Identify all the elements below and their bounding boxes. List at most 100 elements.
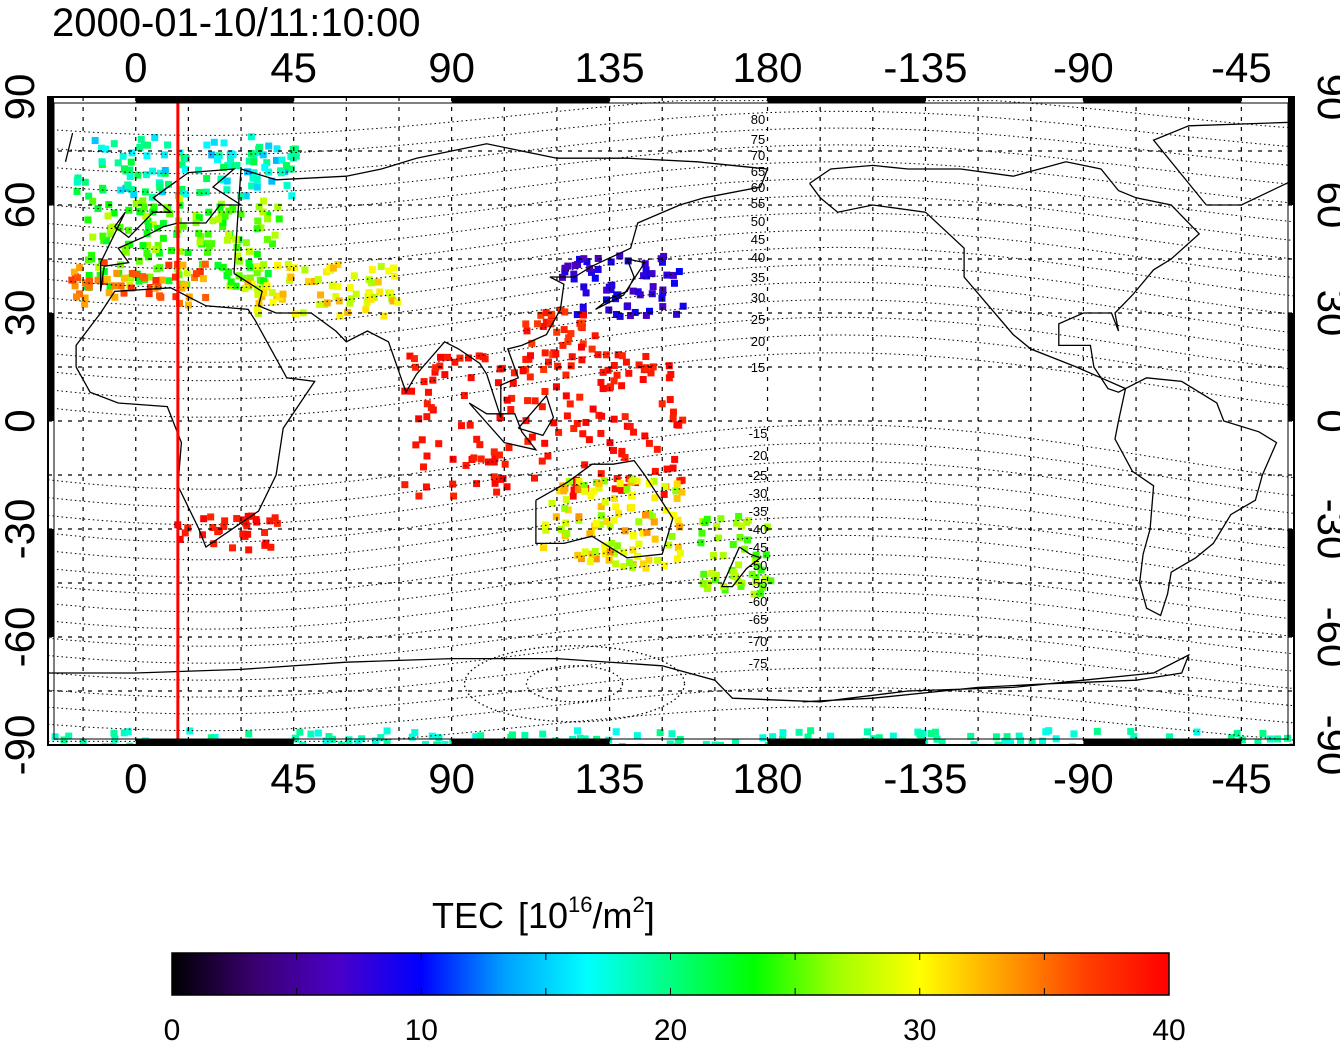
tec-cell	[712, 571, 720, 579]
tec-cell	[563, 412, 571, 420]
tec-cell	[671, 455, 679, 463]
bottom-lon-label: -90	[1053, 755, 1114, 802]
tec-cell	[208, 151, 216, 159]
tec-cell	[616, 312, 624, 320]
tec-cell	[265, 142, 273, 150]
tec-cell	[159, 220, 167, 228]
mlat-contour	[48, 553, 1294, 613]
tec-cell	[245, 730, 253, 738]
tec-cell	[345, 741, 353, 745]
tec-cell	[612, 503, 620, 511]
tec-cell	[423, 400, 431, 408]
tec-cell	[732, 572, 740, 580]
tec-cell	[233, 243, 241, 251]
tec-cell	[314, 729, 322, 737]
tec-cell	[635, 518, 643, 526]
tec-cell	[127, 274, 135, 282]
tec-cell	[119, 152, 127, 160]
tec-cell	[91, 137, 99, 145]
tec-cell	[496, 365, 504, 373]
tec-cell	[704, 580, 712, 588]
coastline-path	[1114, 377, 1278, 617]
tec-cell	[736, 533, 744, 541]
tec-cell	[779, 729, 787, 737]
tec-cell	[136, 208, 144, 216]
tec-cell	[196, 188, 204, 196]
tec-cell	[245, 157, 253, 165]
tec-cell	[548, 499, 556, 507]
tec-cell	[126, 240, 134, 248]
tec-cell	[575, 478, 583, 486]
tec-cell	[134, 171, 142, 179]
tec-cell	[561, 308, 569, 316]
tec-cell	[561, 504, 569, 512]
tec-cell	[616, 252, 624, 260]
tec-cell	[322, 737, 330, 745]
tec-cell	[136, 143, 144, 151]
tec-cell	[650, 518, 658, 526]
tec-cell	[629, 546, 637, 554]
tec-cell	[431, 368, 439, 376]
tec-cell	[752, 578, 760, 586]
tec-cell	[415, 415, 423, 423]
tec-cell	[592, 555, 600, 563]
tec-cell	[164, 141, 172, 149]
tec-cell	[412, 441, 420, 449]
tec-cell	[669, 464, 677, 472]
tec-cell	[698, 529, 706, 537]
coastline-path	[595, 258, 646, 310]
tec-cell	[609, 446, 617, 454]
tec-cell	[538, 403, 546, 411]
tec-cell	[124, 226, 132, 234]
bottom-lon-label: 90	[428, 755, 475, 802]
tec-cell	[659, 286, 667, 294]
tec-cell	[219, 263, 227, 271]
tec-cell	[263, 211, 271, 219]
tec-cell	[673, 421, 681, 429]
coastline-path	[517, 394, 555, 437]
tec-cell	[582, 289, 590, 297]
colorbar-tick-label: 40	[1152, 1014, 1185, 1042]
tec-cell	[554, 362, 562, 370]
tec-cell	[259, 277, 267, 285]
tec-cell	[570, 486, 578, 494]
tec-cell	[128, 186, 136, 194]
tec-cell	[601, 542, 609, 550]
tec-cell	[441, 740, 449, 745]
tec-cell	[314, 276, 322, 284]
mlat-label: -55	[749, 576, 768, 591]
tec-cell	[278, 156, 286, 164]
tec-cell	[541, 388, 549, 396]
mlat-label: -35	[749, 504, 768, 519]
tec-cell	[203, 175, 211, 183]
right-lat-label: -60	[1309, 607, 1340, 668]
top-lon-label: 0	[124, 44, 147, 91]
tec-cell	[807, 727, 815, 735]
tec-cell	[221, 212, 229, 220]
tec-cell	[645, 480, 653, 488]
tec-cell	[460, 391, 468, 399]
tec-cell	[139, 273, 147, 281]
tec-cell	[283, 181, 291, 189]
tec-cell	[608, 539, 616, 547]
tec-cell	[571, 261, 579, 269]
tec-cell	[261, 163, 269, 171]
tec-cell	[73, 178, 81, 186]
mlat-contour	[48, 686, 1294, 732]
mlat-contour	[48, 178, 1294, 232]
tec-cell	[501, 460, 509, 468]
tec-cell	[205, 208, 213, 216]
tec-cell	[316, 300, 324, 308]
tec-cell	[661, 482, 669, 490]
tec-cell	[152, 276, 160, 284]
left-latitude-labels: 90 60 30 0 -30 -60 -90	[0, 74, 43, 776]
tec-cell	[676, 549, 684, 557]
tec-cell	[648, 270, 656, 278]
mlat-label: -20	[749, 448, 768, 463]
tec-cell	[477, 455, 485, 463]
tec-cell	[264, 270, 272, 278]
tec-cell	[248, 182, 256, 190]
tec-cell	[325, 733, 333, 741]
mlat-contour	[48, 316, 1294, 382]
tec-cell	[645, 439, 653, 447]
